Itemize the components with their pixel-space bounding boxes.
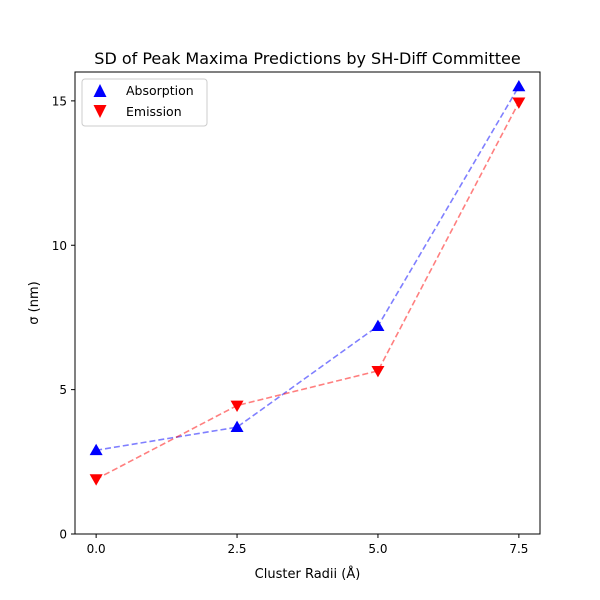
y-tick-label: 15 — [52, 94, 67, 108]
y-tick-label: 10 — [52, 239, 67, 253]
x-axis-label: Cluster Radii (Å) — [255, 566, 361, 582]
x-tick-label: 7.5 — [509, 542, 528, 556]
y-tick-label: 5 — [59, 383, 67, 397]
x-tick-label: 2.5 — [227, 542, 246, 556]
x-tick-label: 0.0 — [87, 542, 106, 556]
plot-background — [75, 72, 540, 534]
series-layer — [89, 79, 526, 486]
legend: Absorption Emission — [81, 78, 208, 127]
legend-marker-absorption — [93, 84, 107, 97]
y-tick-label: 0 — [59, 528, 67, 542]
series-line-absorption — [96, 86, 520, 452]
data-point-emission — [512, 97, 526, 109]
data-point-absorption — [89, 443, 103, 456]
legend-marker-emission — [93, 105, 107, 118]
legend-label-absorption: Absorption — [126, 83, 194, 98]
y-axis-label: σ (nm) — [27, 281, 42, 324]
data-point-absorption — [512, 79, 526, 92]
data-point-emission — [371, 365, 385, 378]
x-axis-ticks: 0.0 2.5 5.0 7.5 — [87, 534, 528, 556]
data-point-emission — [89, 474, 103, 486]
chart-title: SD of Peak Maxima Predictions by SH-Diff… — [94, 49, 520, 68]
y-axis-ticks: 0 5 10 15 — [52, 94, 75, 542]
series-line-emission — [95, 101, 520, 480]
x-tick-label: 5.0 — [368, 542, 387, 556]
plot-frame — [74, 71, 541, 535]
legend-box — [81, 78, 208, 127]
data-point-absorption — [230, 420, 244, 433]
data-point-absorption — [371, 319, 385, 331]
legend-label-emission: Emission — [126, 104, 182, 119]
data-point-emission — [230, 400, 244, 413]
